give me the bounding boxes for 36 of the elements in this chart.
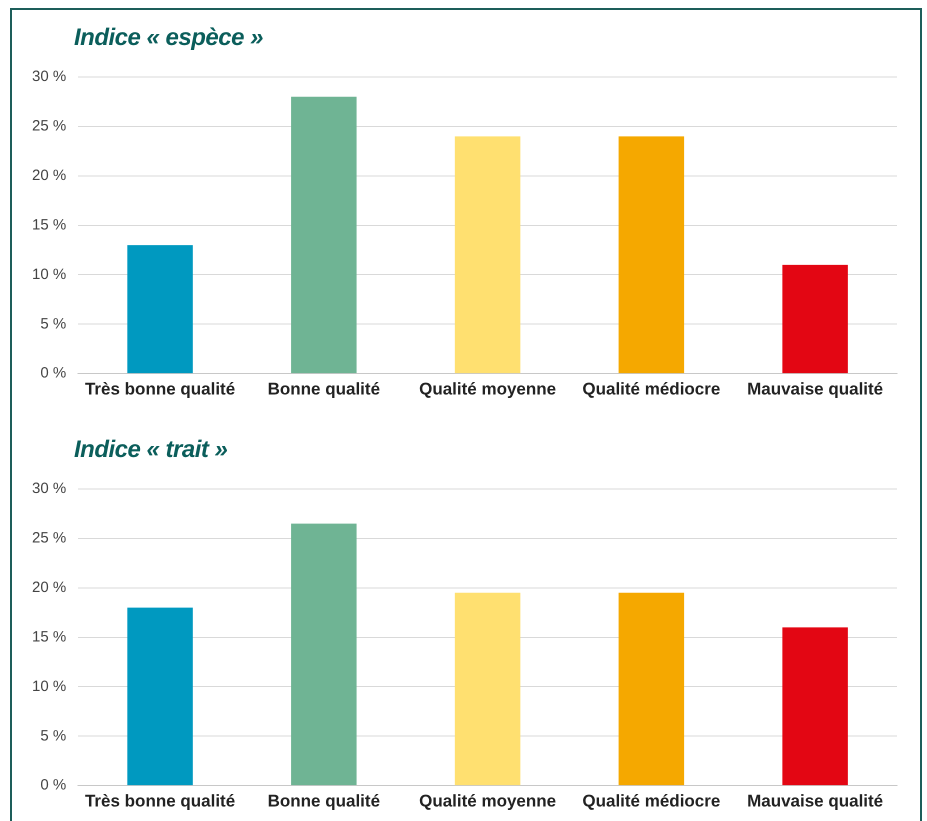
- bar: [127, 608, 193, 786]
- x-tick-label: Qualité médiocre: [582, 791, 720, 810]
- y-tick-label: 15 %: [32, 216, 66, 234]
- bar: [454, 592, 520, 786]
- y-tick-label: 5 %: [40, 727, 66, 744]
- x-tick-label: Qualité médiocre: [582, 379, 720, 398]
- x-tick-label: Très bonne qualité: [84, 379, 236, 398]
- chart-title: Indice « trait »: [74, 436, 228, 464]
- bar: [618, 592, 684, 786]
- bar: [782, 627, 848, 786]
- chart-title: Indice « espèce »: [74, 24, 263, 52]
- x-tick-label: Bonne qualité: [268, 379, 380, 398]
- x-tick-label: Très bonne qualité: [84, 791, 236, 810]
- bar: [618, 136, 684, 374]
- y-tick-label: 10 %: [32, 266, 66, 283]
- x-tick-label: Mauvaise qualité: [747, 791, 884, 810]
- y-tick-label: 15 %: [32, 628, 66, 646]
- y-tick-label: 5 %: [40, 315, 66, 332]
- x-tick-label: Qualité moyenne: [419, 379, 556, 398]
- bar: [291, 96, 357, 374]
- y-tick-label: 0 %: [40, 776, 66, 794]
- x-tick-label: Bonne qualité: [268, 791, 380, 810]
- y-tick-label: 30 %: [32, 68, 66, 86]
- bar: [127, 245, 193, 374]
- y-tick-label: 30 %: [32, 480, 66, 498]
- bar: [454, 136, 520, 374]
- y-tick-label: 25 %: [32, 118, 66, 135]
- bar: [291, 524, 357, 786]
- x-tick-label: Qualité moyenne: [419, 791, 556, 810]
- y-tick-label: 20 %: [32, 167, 66, 184]
- x-tick-label: Mauvaise qualité: [747, 379, 884, 398]
- y-tick-label: 20 %: [32, 579, 66, 596]
- y-tick-label: 0 %: [40, 364, 66, 382]
- y-tick-label: 25 %: [32, 530, 66, 547]
- bar: [782, 264, 848, 374]
- y-tick-label: 10 %: [32, 678, 66, 695]
